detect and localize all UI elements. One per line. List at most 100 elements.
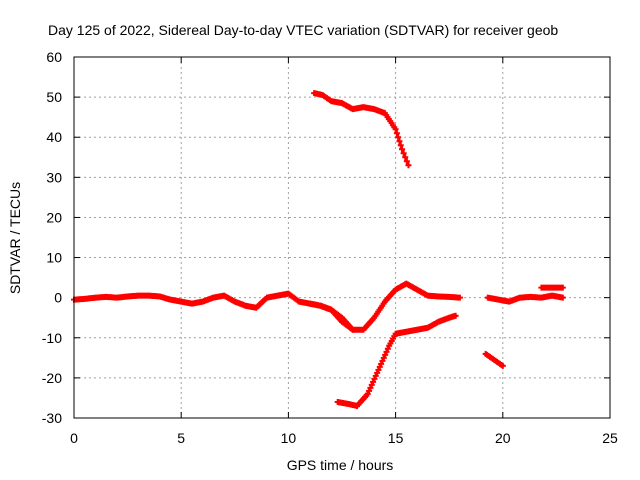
data-point [415, 288, 419, 291]
data-point [362, 328, 365, 331]
data-point [126, 295, 129, 298]
data-point [377, 368, 380, 372]
data-point [308, 302, 312, 305]
y-tick-label: 30 [46, 169, 62, 185]
data-point [297, 300, 301, 303]
data-point [147, 294, 151, 297]
plot-frame [73, 56, 611, 419]
data-point [347, 402, 350, 406]
series-arc-short-top [538, 284, 566, 291]
y-tick-label: 60 [46, 49, 62, 65]
data-point [351, 328, 354, 331]
data-point [493, 358, 496, 362]
data-point [405, 330, 408, 333]
data-point [407, 164, 410, 167]
data-point [362, 105, 365, 109]
data-point [340, 101, 344, 105]
x-tick-label: 25 [602, 430, 618, 446]
data-point [115, 296, 119, 299]
data-point [137, 294, 140, 297]
data-point-markers [484, 292, 566, 305]
x-tick-label: 10 [281, 430, 297, 446]
y-tick-label: 40 [46, 129, 62, 145]
data-point [426, 326, 429, 329]
data-point [190, 302, 194, 305]
data-point [372, 316, 376, 319]
y-tick-label: -30 [42, 410, 62, 426]
data-point [508, 300, 511, 303]
data-point [201, 300, 204, 303]
data-point [169, 298, 172, 301]
data-point [180, 300, 183, 303]
data-point [351, 107, 354, 111]
x-tick-label: 0 [70, 430, 78, 446]
data-point [104, 295, 108, 299]
series-arc-deep [334, 312, 459, 409]
series-arc-hump [306, 280, 463, 333]
data-point [312, 91, 316, 95]
data-point [501, 364, 504, 368]
data-point [276, 294, 279, 297]
data-point [336, 400, 339, 404]
y-tick-label: -10 [42, 330, 62, 346]
y-tick-label: 50 [46, 89, 62, 105]
data-point [372, 107, 376, 111]
y-axis-label: SDTVAR / TECUs [7, 182, 23, 294]
data-point [437, 295, 440, 298]
data-point [394, 288, 397, 291]
axis-ticks [73, 56, 611, 419]
x-tick-label: 20 [495, 430, 511, 446]
data-point [244, 304, 247, 307]
data-point [394, 128, 397, 131]
data-point [330, 308, 333, 311]
x-tick-labels: 0 5 10 15 20 25 [70, 430, 618, 446]
data-point [454, 314, 457, 317]
data-point [394, 332, 397, 335]
series-arc-tail [482, 350, 506, 369]
data-point [550, 294, 554, 297]
data-point [366, 392, 369, 396]
data-point [448, 295, 451, 299]
data-point [83, 297, 86, 301]
y-tick-label: -20 [42, 370, 62, 386]
y-tick-label: 20 [46, 209, 62, 225]
data-point [340, 316, 344, 319]
data-point [383, 300, 387, 303]
x-tick-label: 15 [388, 430, 404, 446]
x-axis-label: GPS time / hours [287, 457, 394, 473]
data-point [212, 296, 215, 299]
y-tick-label: 10 [46, 250, 62, 266]
data-point [255, 306, 258, 309]
data-point [486, 296, 489, 299]
data-point [561, 286, 565, 289]
data-point [387, 344, 391, 347]
data-point [321, 93, 324, 97]
series-arc-baseline-a [71, 290, 356, 333]
y-tick-labels: -30 -20 -10 0 10 20 30 40 50 60 [42, 49, 62, 426]
data-point [355, 404, 359, 408]
data-point [400, 148, 404, 151]
data-point [550, 286, 554, 289]
data-point [405, 282, 408, 285]
data-point [158, 295, 161, 298]
x-tick-label: 5 [177, 430, 185, 446]
data-point [426, 294, 429, 297]
data-point-markers [306, 280, 463, 333]
data-point [437, 320, 440, 323]
series-arc-baseline-b [484, 292, 566, 305]
chart-title: Day 125 of 2022, Sidereal Day-to-day VTE… [48, 22, 558, 38]
data-point [287, 292, 290, 295]
data-point [561, 296, 565, 299]
data-point [222, 294, 226, 297]
gridlines [74, 57, 610, 418]
data-point [540, 296, 543, 299]
data-point [529, 295, 532, 299]
data-point [497, 298, 500, 301]
data-point [415, 328, 419, 331]
series-arc-high [311, 90, 412, 169]
data-point [518, 296, 522, 299]
data-point [383, 111, 387, 115]
data-series [71, 90, 566, 409]
data-point [330, 99, 333, 103]
